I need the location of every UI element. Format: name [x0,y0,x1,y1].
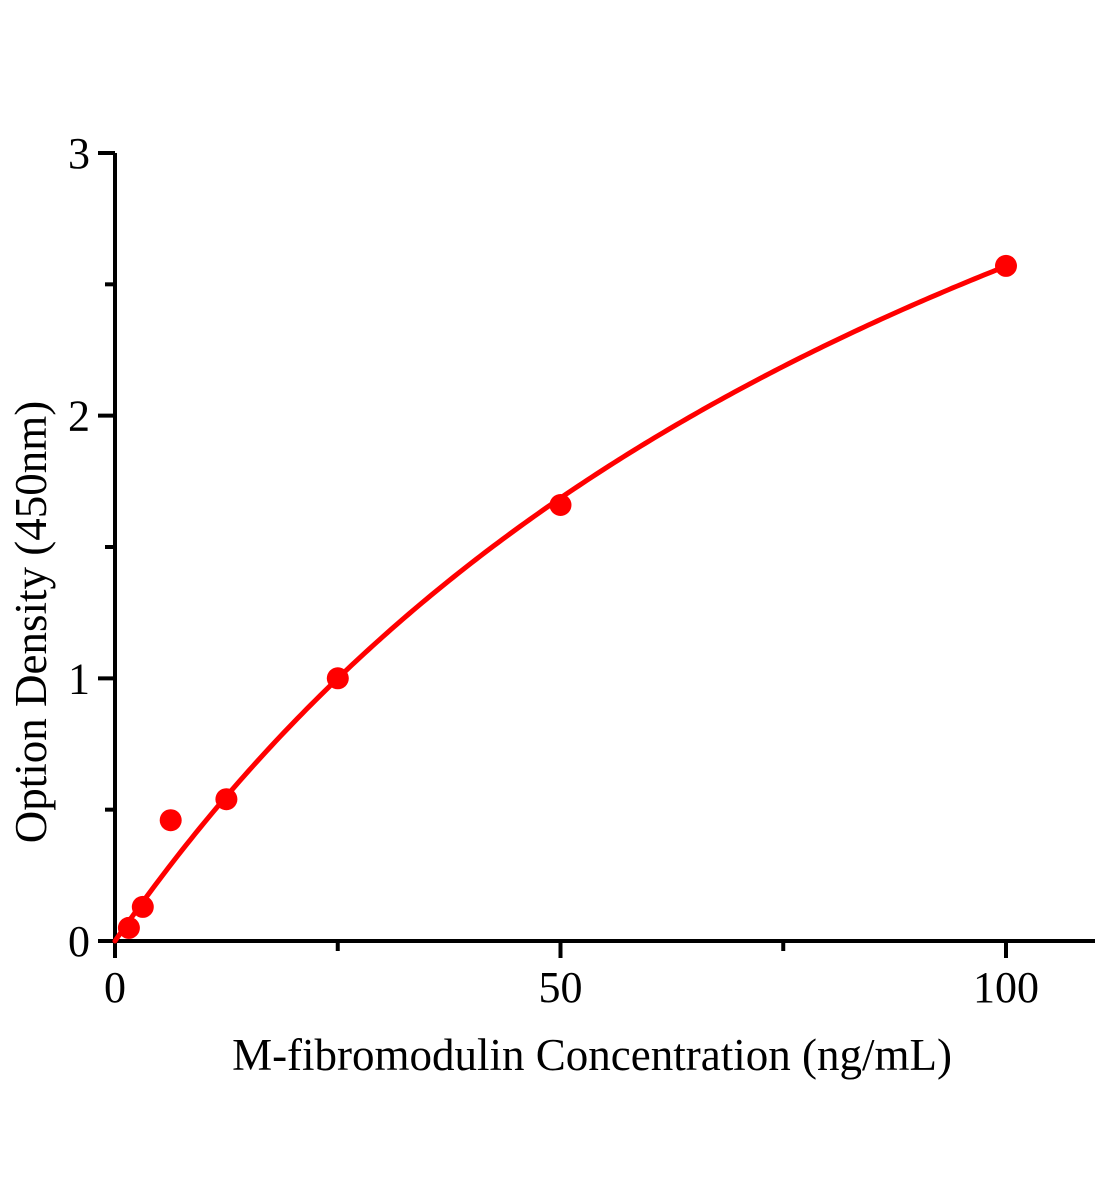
x-axis-title: M-fibromodulin Concentration (ng/mL) [232,1030,952,1080]
fit-curve-line [112,263,1009,944]
x-tick-label: 50 [539,963,583,1012]
data-point [131,895,154,918]
axes-group [113,153,1095,943]
y-tick-label: 1 [68,654,90,703]
data-point [215,788,238,811]
data-point [117,916,140,939]
data-point [326,667,349,690]
x-tick-label: 0 [104,963,126,1012]
y-tick-label: 3 [68,129,90,178]
y-tick-label: 2 [68,392,90,441]
data-point [995,254,1017,277]
data-point [159,809,182,832]
y-tick-label: 0 [68,917,90,966]
data-point [549,494,572,516]
tick-labels-group: 0 50 100 0 1 2 3 [68,129,1039,1012]
x-tick-label: 100 [973,963,1039,1012]
data-points-group [117,254,1017,939]
y-axis-title: Option Density (450nm) [6,401,56,843]
ticks-group [98,150,1008,958]
